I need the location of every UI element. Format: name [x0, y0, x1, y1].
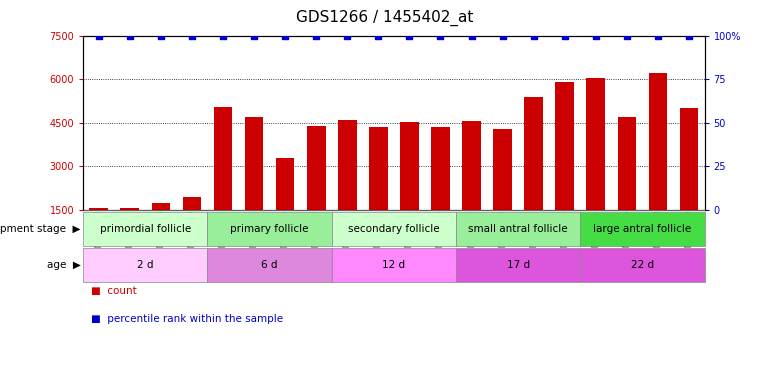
- Bar: [369, 127, 387, 254]
- Bar: [83, 211, 207, 246]
- Text: GSM75749: GSM75749: [498, 210, 507, 259]
- Point: [434, 33, 447, 39]
- Bar: [83, 248, 207, 282]
- Text: GSM75741: GSM75741: [343, 210, 352, 259]
- Bar: [213, 107, 233, 254]
- Point: [497, 33, 509, 39]
- Point: [279, 33, 291, 39]
- Bar: [680, 108, 698, 254]
- Bar: [182, 197, 201, 254]
- Bar: [207, 248, 332, 282]
- Text: development stage  ▶: development stage ▶: [0, 224, 81, 234]
- Text: age  ▶: age ▶: [47, 260, 81, 270]
- Bar: [245, 117, 263, 254]
- Point: [124, 33, 136, 39]
- Bar: [120, 208, 139, 254]
- Point: [621, 33, 633, 39]
- Bar: [307, 126, 326, 254]
- Text: GSM75748: GSM75748: [467, 210, 476, 259]
- Text: GSM75751: GSM75751: [529, 210, 538, 259]
- Point: [683, 33, 695, 39]
- Text: GSM75745: GSM75745: [405, 210, 414, 259]
- Text: 2 d: 2 d: [137, 260, 153, 270]
- Point: [155, 33, 167, 39]
- Point: [403, 33, 416, 39]
- Text: 6 d: 6 d: [261, 260, 278, 270]
- Bar: [456, 211, 581, 246]
- Text: ■  count: ■ count: [91, 286, 136, 296]
- Text: primordial follicle: primordial follicle: [99, 224, 191, 234]
- Text: ■  percentile rank within the sample: ■ percentile rank within the sample: [91, 314, 283, 324]
- Text: GSM75738: GSM75738: [156, 210, 166, 259]
- Bar: [648, 74, 668, 254]
- Bar: [494, 129, 512, 254]
- Text: GSM75753: GSM75753: [561, 210, 569, 259]
- Text: GSM74068: GSM74068: [249, 210, 259, 259]
- Bar: [581, 211, 705, 246]
- Bar: [618, 117, 636, 254]
- Text: GSM75758: GSM75758: [654, 210, 662, 259]
- Point: [590, 33, 602, 39]
- Bar: [152, 203, 170, 254]
- Point: [372, 33, 384, 39]
- Text: 22 d: 22 d: [631, 260, 654, 270]
- Point: [341, 33, 353, 39]
- Text: small antral follicle: small antral follicle: [468, 224, 568, 234]
- Text: GSM74070: GSM74070: [312, 210, 320, 259]
- Text: GSM74069: GSM74069: [280, 210, 290, 259]
- Point: [186, 33, 198, 39]
- Text: GSM75746: GSM75746: [436, 210, 445, 259]
- Bar: [332, 211, 456, 246]
- Point: [248, 33, 260, 39]
- Text: 12 d: 12 d: [382, 260, 406, 270]
- Text: GSM75754: GSM75754: [591, 210, 601, 259]
- Text: primary follicle: primary follicle: [230, 224, 309, 234]
- Text: GSM75759: GSM75759: [685, 210, 694, 259]
- Bar: [338, 120, 357, 254]
- Point: [217, 33, 229, 39]
- Bar: [332, 248, 456, 282]
- Text: GSM75756: GSM75756: [622, 210, 631, 259]
- Bar: [276, 158, 294, 254]
- Text: GSM75735: GSM75735: [94, 210, 103, 259]
- Point: [527, 33, 540, 39]
- Bar: [587, 78, 605, 254]
- Text: secondary follicle: secondary follicle: [348, 224, 440, 234]
- Bar: [581, 248, 705, 282]
- Text: large antral follicle: large antral follicle: [594, 224, 691, 234]
- Text: GSM75740: GSM75740: [187, 210, 196, 259]
- Bar: [89, 208, 108, 254]
- Text: GSM75737: GSM75737: [126, 210, 134, 259]
- Text: GDS1266 / 1455402_at: GDS1266 / 1455402_at: [296, 9, 474, 26]
- Bar: [524, 97, 543, 254]
- Bar: [456, 248, 581, 282]
- Text: 17 d: 17 d: [507, 260, 530, 270]
- Bar: [431, 127, 450, 254]
- Point: [465, 33, 477, 39]
- Bar: [400, 122, 419, 254]
- Text: GSM75743: GSM75743: [373, 210, 383, 259]
- Bar: [555, 82, 574, 254]
- Bar: [462, 121, 480, 254]
- Text: GSM74067: GSM74067: [219, 210, 227, 259]
- Bar: [207, 211, 332, 246]
- Point: [310, 33, 323, 39]
- Point: [651, 33, 664, 39]
- Point: [92, 33, 105, 39]
- Point: [558, 33, 571, 39]
